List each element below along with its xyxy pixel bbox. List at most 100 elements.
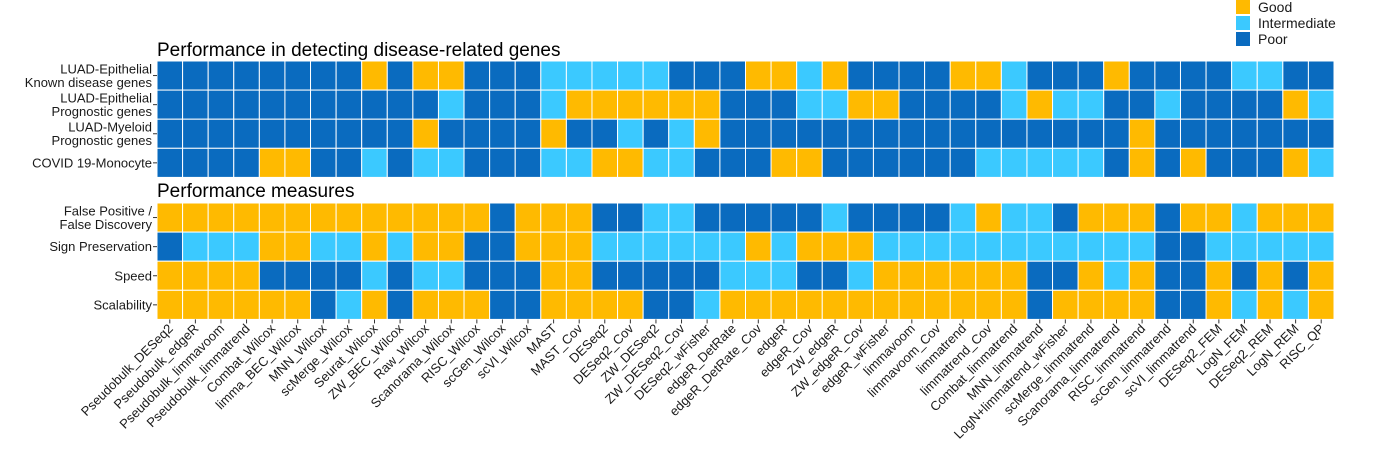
- heat-cell-false-positive-false-discovery-mnn-wilcox: [310, 202, 337, 233]
- heat-cell-scalability-pseudobulk-limmatrend: [233, 289, 260, 320]
- heat-cell-luad-epithelial-prognostic-genes-edger-detrate: [719, 89, 746, 120]
- heat-cell-luad-myeloid-prognostic-genes-edger-detrate: [719, 118, 746, 149]
- heat-cell-luad-epithelial-known-disease-genes-mast-cov: [565, 60, 593, 91]
- row-label-covid-19-monocyte: COVID 19-Monocyte: [32, 155, 152, 170]
- heat-cell-sign-preservation-limmatrend-cov: [975, 231, 1002, 262]
- heat-cell-luad-epithelial-prognostic-genes-edger-detrate-cov: [745, 89, 772, 120]
- heat-cell-luad-epithelial-prognostic-genes-seurat-wilcox: [361, 89, 388, 120]
- heat-cell-luad-myeloid-prognostic-genes-deseq2-wfisher: [693, 118, 721, 149]
- heat-cell-scalability-risc-qp: [1307, 289, 1335, 320]
- col-label-pseudobulk-limmavoom: Pseudobulk_limmavoom: [116, 321, 227, 432]
- heat-cell-covid-19-monocyte-mast: [540, 147, 567, 178]
- heat-cell-luad-epithelial-known-disease-genes-edger-wfisher: [872, 60, 900, 91]
- heat-cell-luad-myeloid-prognostic-genes-limmatrend: [949, 118, 977, 149]
- heat-cell-scalability-zw-deseq2-cov: [668, 289, 695, 320]
- heat-cell-luad-epithelial-known-disease-genes-zw-edger: [821, 60, 849, 91]
- heat-cell-sign-preservation-limma-bec-wilcox: [284, 231, 312, 262]
- heat-cell-luad-epithelial-known-disease-genes-combat-limmatrend: [1000, 60, 1028, 91]
- heat-cell-luad-myeloid-prognostic-genes-combat-limmatrend: [1000, 118, 1028, 149]
- heat-cell-covid-19-monocyte-limma-bec-wilcox: [284, 147, 312, 178]
- heat-cell-luad-epithelial-prognostic-genes-deseq2-fem: [1205, 89, 1233, 120]
- heat-cell-luad-epithelial-prognostic-genes-deseq2-cov: [617, 89, 644, 120]
- heat-cell-luad-epithelial-prognostic-genes-edger: [770, 89, 798, 120]
- heat-cell-sign-preservation-scvi-wilcox: [514, 231, 542, 262]
- legend-label-poor: Poor: [1258, 31, 1288, 47]
- heat-cell-speed-zw-deseq2-cov: [668, 260, 695, 291]
- heat-cell-luad-epithelial-prognostic-genes-scgen-wilcox: [489, 89, 516, 120]
- heat-cell-speed-pseudobulk-limmavoom: [207, 260, 235, 291]
- heat-cell-luad-epithelial-prognostic-genes-zw-deseq2-cov: [668, 89, 695, 120]
- heat-cell-luad-epithelial-known-disease-genes-mast: [540, 60, 567, 91]
- heat-cell-luad-epithelial-known-disease-genes-zw-edger-cov: [847, 60, 874, 91]
- heat-cell-sign-preservation-deseq2-fem: [1205, 231, 1233, 262]
- heat-cell-false-positive-false-discovery-edger-wfisher: [872, 202, 900, 233]
- heat-cell-sign-preservation-raw-wilcox: [412, 231, 439, 262]
- heat-cell-false-positive-false-discovery-scanorama-limmatrend: [1103, 202, 1130, 233]
- heat-cell-scalability-risc-wilcox: [463, 289, 491, 320]
- heat-cell-speed-deseq2-rem: [1256, 260, 1284, 291]
- heat-cell-sign-preservation-scgen-wilcox: [489, 231, 516, 262]
- heat-cell-luad-epithelial-known-disease-genes-pseudobulk-limmavoom: [207, 60, 235, 91]
- heat-cell-speed-pseudobulk-limmatrend: [233, 260, 260, 291]
- heat-cell-luad-epithelial-prognostic-genes-limmatrend-cov: [975, 89, 1002, 120]
- heat-cell-scalability-pseudobulk-edger: [182, 289, 209, 320]
- row-label-luad-epithelial-prognostic-genes-line-1: LUAD-Epithelial: [60, 90, 152, 105]
- heat-cell-speed-seurat-wilcox: [361, 260, 388, 291]
- heat-cell-luad-epithelial-prognostic-genes-limmavoom: [898, 89, 926, 120]
- heat-cell-luad-epithelial-known-disease-genes-pseudobulk-edger: [182, 60, 209, 91]
- heat-cell-false-positive-false-discovery-pseudobulk-limmatrend: [233, 202, 260, 233]
- heat-cell-false-positive-false-discovery-zw-edger: [821, 202, 849, 233]
- heat-cell-sign-preservation-pseudobulk-deseq2: [156, 231, 184, 262]
- heat-cell-sign-preservation-scmerge-limmatrend: [1077, 231, 1105, 262]
- heat-cell-false-positive-false-discovery-deseq2: [591, 202, 619, 233]
- legend-swatch-good: [1236, 0, 1250, 14]
- heat-cell-luad-myeloid-prognostic-genes-zw-bec-wilcox: [386, 118, 414, 149]
- heat-cell-speed-deseq2: [591, 260, 619, 291]
- section-title-1: Performance in detecting disease-related…: [157, 40, 560, 61]
- row-label-luad-myeloid-prognostic-genes-line-1: LUAD-Myeloid: [68, 120, 152, 135]
- heat-cell-false-positive-false-discovery-pseudobulk-deseq2: [156, 202, 184, 233]
- heat-cell-scalability-limmatrend-cov: [975, 289, 1002, 320]
- heat-cell-luad-epithelial-known-disease-genes-logn-fem: [1231, 60, 1258, 91]
- heat-cell-speed-raw-wilcox: [412, 260, 439, 291]
- heat-cell-covid-19-monocyte-mnn-limmatrend: [1026, 147, 1054, 178]
- heat-cell-luad-myeloid-prognostic-genes-zw-edger: [821, 118, 849, 149]
- heat-cell-speed-scmerge-limmatrend: [1077, 260, 1105, 291]
- heat-cell-covid-19-monocyte-scanorama-limmatrend: [1103, 147, 1130, 178]
- heat-cell-luad-epithelial-known-disease-genes-risc-qp: [1307, 60, 1335, 91]
- heat-cell-luad-epithelial-known-disease-genes-logn-rem: [1282, 60, 1309, 91]
- heat-cell-luad-myeloid-prognostic-genes-deseq2-fem: [1205, 118, 1233, 149]
- heat-cell-luad-epithelial-prognostic-genes-zw-edger-cov: [847, 89, 874, 120]
- heat-cell-scalability-zw-edger-cov: [847, 289, 874, 320]
- heat-cell-scalability-edger-cov: [796, 289, 823, 320]
- row-label-luad-myeloid-prognostic-genes-line-2: Prognostic genes: [52, 133, 153, 148]
- heat-cell-sign-preservation-limmatrend: [949, 231, 977, 262]
- heat-cell-covid-19-monocyte-deseq2-wfisher: [693, 147, 721, 178]
- heat-cell-luad-epithelial-known-disease-genes-scgen-limmatrend: [1154, 60, 1181, 91]
- heat-cell-luad-epithelial-prognostic-genes-mast-cov: [565, 89, 593, 120]
- heat-cell-false-positive-false-discovery-scmerge-wilcox: [335, 202, 363, 233]
- heat-cell-covid-19-monocyte-scgen-limmatrend: [1154, 147, 1181, 178]
- heat-cell-luad-epithelial-prognostic-genes-scmerge-wilcox: [335, 89, 363, 120]
- heat-cell-luad-epithelial-known-disease-genes-seurat-wilcox: [361, 60, 388, 91]
- heat-cell-luad-epithelial-prognostic-genes-mast: [540, 89, 567, 120]
- heat-cell-luad-epithelial-prognostic-genes-scvi-wilcox: [514, 89, 542, 120]
- legend-label-intermediate: Intermediate: [1258, 15, 1336, 31]
- heat-cell-luad-epithelial-prognostic-genes-raw-wilcox: [412, 89, 439, 120]
- heat-cell-luad-myeloid-prognostic-genes-pseudobulk-limmavoom: [207, 118, 235, 149]
- heat-cell-sign-preservation-zw-deseq2-cov: [668, 231, 695, 262]
- legend-label-good: Good: [1258, 0, 1292, 15]
- heat-cell-covid-19-monocyte-zw-edger-cov: [847, 147, 874, 178]
- row-label-scalability: Scalability: [93, 297, 152, 312]
- heat-cell-luad-epithelial-known-disease-genes-scanorama-limmatrend: [1103, 60, 1130, 91]
- heat-cell-false-positive-false-discovery-pseudobulk-edger: [182, 202, 209, 233]
- heat-cell-speed-limma-bec-wilcox: [284, 260, 312, 291]
- heat-cell-sign-preservation-edger: [770, 231, 798, 262]
- heat-cell-luad-epithelial-known-disease-genes-risc-limmatrend: [1128, 60, 1156, 91]
- heat-cell-covid-19-monocyte-zw-edger: [821, 147, 849, 178]
- heat-cell-sign-preservation-pseudobulk-edger: [182, 231, 209, 262]
- heat-cell-luad-epithelial-prognostic-genes-combat-wilcox: [258, 89, 286, 120]
- section-title-2: Performance measures: [157, 181, 354, 202]
- heat-cell-speed-limmavoom: [898, 260, 926, 291]
